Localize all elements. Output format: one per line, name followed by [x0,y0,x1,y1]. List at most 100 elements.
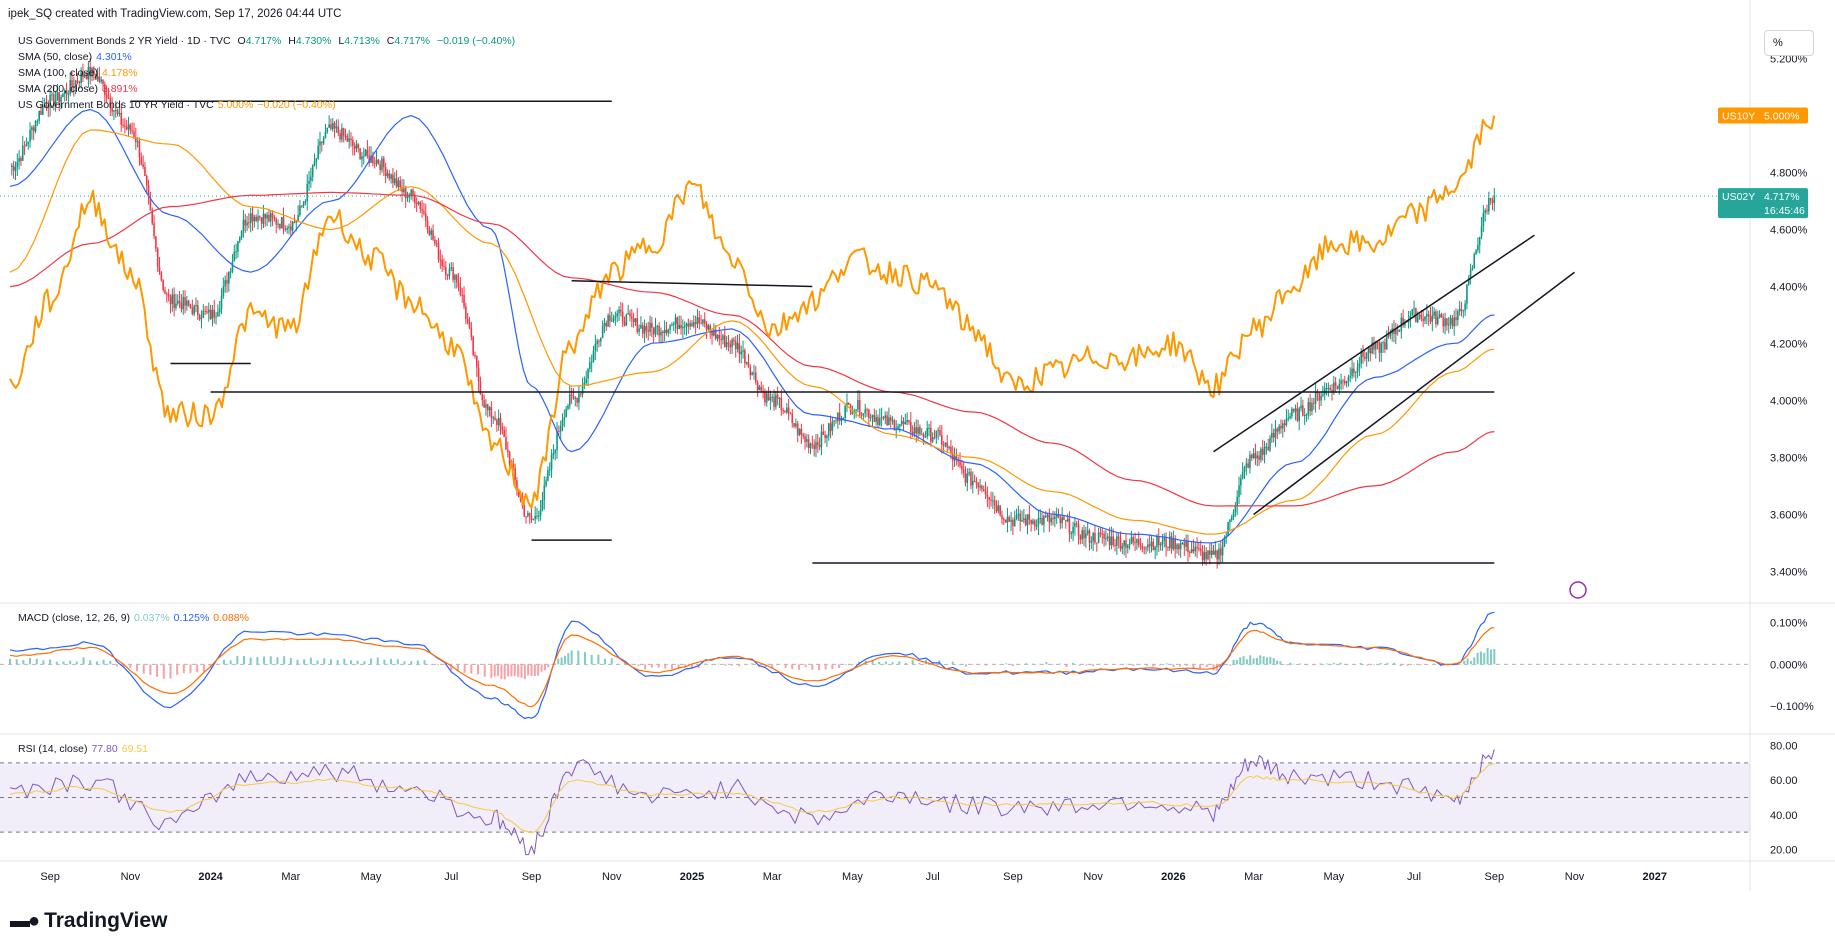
macd-legend[interactable]: MACD (close, 12, 26, 9) 0.037% 0.125% 0.088… [18,612,249,624]
ohlc-open: 4.717% [245,35,282,47]
macd-histogram-bar [1469,661,1472,665]
candle-body [474,354,476,357]
candle-body [441,259,443,267]
macd-histogram-bar [670,664,673,670]
candle-body [663,329,666,334]
candle-body [1440,314,1443,318]
candle-body [944,442,947,446]
price-badge-symbol: US02Y [1722,191,1755,203]
candle-body [904,422,907,425]
candle-body [51,94,53,96]
candle-body [824,434,826,438]
time-axis-tick: Jul [1407,871,1421,883]
candle-body [1035,525,1038,527]
candle-body [56,92,59,101]
macd-histogram-bar [436,664,439,666]
candle-body [1464,303,1466,311]
tradingview-logo-icon: ▬● [10,909,40,932]
macd-histogram-bar [971,664,974,665]
tradingview-logo-text: TradingView [44,909,168,932]
legend-sma200[interactable]: SMA (200, close) 3.891% [18,83,138,95]
macd-histogram-bar [1132,664,1135,666]
macd-histogram-bar [527,664,530,676]
candle-body [1064,520,1067,522]
candle-body [1457,311,1459,321]
tradingview-logo[interactable]: ▬● TradingView [10,909,167,933]
legend-sma100-value: 4.178% [101,67,138,79]
price-badge-bg [1718,188,1808,219]
candle-body [731,339,733,348]
candle-body [578,393,580,403]
candle-body [1435,311,1437,325]
legend-us10y[interactable]: US Government Bonds 10 YR Yield · TVC 5.0… [18,99,336,111]
legend-sma100[interactable]: SMA (100, close) 4.178% [18,67,138,79]
candle-body [1446,318,1448,326]
candle-body [946,442,949,448]
candle-body [806,439,808,442]
candle-body [734,341,737,350]
legend-sma50[interactable]: SMA (50, close) 4.301% [18,51,132,63]
candle-body [1272,432,1275,438]
candle-body [1327,387,1330,389]
price-axis-tick: 4.800% [1770,168,1808,180]
macd-histogram-bar [289,658,292,665]
candle-body [1491,200,1494,203]
candle-body [381,158,383,170]
macd-histogram-bar [1276,660,1279,665]
candle-body [773,396,775,407]
price-axis-tick: 4.000% [1770,396,1808,408]
candle-body [1393,328,1395,335]
candle-body [1203,552,1206,561]
sma200-line [9,191,1495,507]
macd-histogram-bar [256,657,259,665]
candle-body [968,472,970,474]
candle-body [1207,550,1209,560]
price-badge-value: 4.717% [1764,191,1800,203]
candle-body [846,402,848,406]
candle-body [1389,333,1392,337]
candle-body [671,324,673,326]
candle-body [1119,538,1122,549]
candle-body [233,251,236,262]
candle-body [864,409,867,414]
candle-body [1486,210,1488,212]
candle-body [297,215,299,221]
rsi-legend[interactable]: RSI (14, close) 77.80 69.51 [18,743,148,755]
candle-body [802,434,805,437]
candle-body [829,423,832,431]
macd-histogram-bar [309,657,312,665]
legend-sma100-label: SMA (100, close) [18,67,98,79]
candle-body [1271,432,1273,438]
candle-body [187,300,190,306]
candle-body [1037,518,1040,526]
candle-body [393,178,396,184]
candle-body [1360,351,1362,364]
candle-body [1074,523,1076,527]
candle-body [1139,545,1142,547]
candle-body [955,456,958,461]
candle-body [60,97,62,102]
candle-body [353,145,356,149]
macd-histogram-bar [553,663,556,665]
macd-histogram-bar [1098,663,1101,665]
candle-body [191,308,194,315]
macd-histogram-bar [9,658,11,665]
candle-body [1066,518,1069,522]
candle-body [217,312,219,317]
price-axis-tick: 4.400% [1770,282,1808,294]
candle-body [749,367,752,376]
macd-histogram-bar [851,664,854,666]
macd-histogram-bar [1105,664,1108,665]
percent-scale-button[interactable]: % [1764,30,1814,56]
candle-body [871,415,874,418]
macd-histogram-bar [1179,664,1182,667]
candle-body [1181,542,1184,544]
candle-body [1369,347,1372,354]
main-symbol-legend[interactable]: US Government Bonds 2 YR Yield · 1D · TV… [18,35,515,47]
candle-body [213,309,216,318]
candle-body [32,127,35,132]
macd-histogram-bar [1459,664,1462,665]
candle-body [973,480,976,482]
candle-body [1070,533,1073,535]
